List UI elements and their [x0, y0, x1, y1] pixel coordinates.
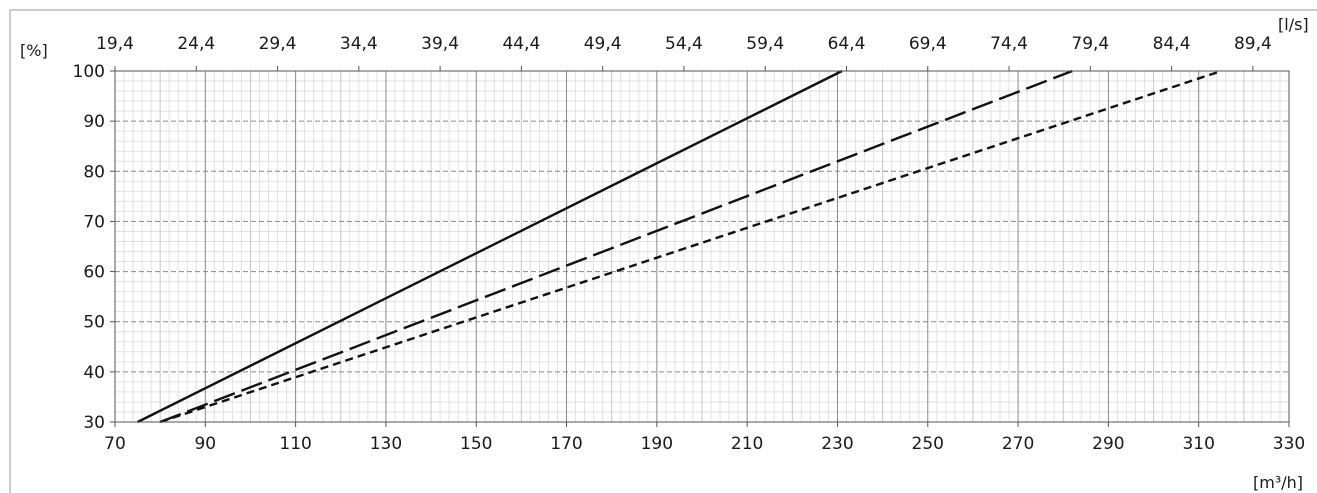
labels: [%] [l/s] [m³/h] [20, 15, 1309, 492]
y-tick-label: 100 [73, 62, 105, 82]
x-tick-label: 290 [1092, 434, 1124, 454]
y-tick-label: 50 [83, 313, 105, 333]
x2-tick-label: 69,4 [909, 34, 947, 54]
x-tick-label: 330 [1273, 434, 1305, 454]
x2-tick-label: 49,4 [584, 34, 622, 54]
y-tick-label: 80 [83, 162, 105, 182]
series-layer [137, 69, 1222, 424]
series-line-3-short-dash [159, 69, 1222, 424]
x-tick-label: 250 [912, 434, 944, 454]
x2-tick-label: 54,4 [665, 34, 703, 54]
x-tick-label: 90 [194, 434, 216, 454]
axes: 70 90 110 130 150 170 190 210 230 250 270 290 310 330… [73, 34, 1306, 454]
x2-tick-label: 89,4 [1234, 34, 1272, 54]
y-tick-label: 30 [83, 413, 105, 433]
x2-tick-label: 34,4 [340, 34, 378, 54]
y-tick-label: 40 [83, 363, 105, 383]
y-tick-label: 70 [83, 212, 105, 232]
x2-tick-label: 19,4 [96, 34, 134, 54]
x2-tick-label: 79,4 [1071, 34, 1109, 54]
x-tick-label: 310 [1182, 434, 1214, 454]
minor-grid [115, 71, 1289, 422]
x2-tick-label: 59,4 [746, 34, 784, 54]
y-tick-label: 90 [83, 112, 105, 132]
series-line-1-solid [137, 69, 843, 424]
x-tick-label: 230 [821, 434, 853, 454]
x-tick-label: 70 [104, 434, 126, 454]
x-tick-label: 270 [1002, 434, 1034, 454]
x-axis-unit-label: [m³/h] [1253, 473, 1303, 492]
x2-tick-label: 39,4 [421, 34, 459, 54]
x-tick-label: 130 [370, 434, 402, 454]
x2-axis-unit-label: [l/s] [1278, 15, 1309, 34]
x-tick-label: 110 [279, 434, 311, 454]
x2-tick-label: 44,4 [502, 34, 540, 54]
outer-frame [9, 9, 1317, 493]
major-grid [115, 71, 1289, 422]
x-tick-label: 150 [460, 434, 492, 454]
x2-tick-label: 84,4 [1153, 34, 1191, 54]
series-line-2-long-dash [159, 69, 1073, 424]
x-tick-label: 170 [550, 434, 582, 454]
x2-tick-label: 29,4 [259, 34, 297, 54]
plot-area-border [114, 70, 1290, 423]
y-axis-unit-label: [%] [20, 41, 48, 60]
x2-tick-label: 24,4 [177, 34, 215, 54]
y-tick-label: 60 [83, 263, 105, 283]
x-tick-label: 190 [641, 434, 673, 454]
x2-tick-label: 64,4 [828, 34, 866, 54]
x-tick-label: 210 [731, 434, 763, 454]
x2-tick-label: 74,4 [990, 34, 1028, 54]
